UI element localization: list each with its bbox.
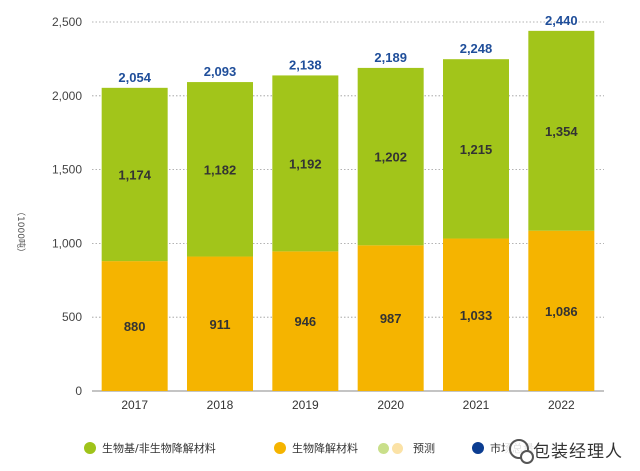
x-tick-label: 2021 — [463, 398, 490, 412]
x-tick-label: 2022 — [548, 398, 575, 412]
data-label-biobased: 1,215 — [460, 142, 493, 157]
legend-label-biodegradable: 生物降解材料 — [292, 442, 358, 455]
legend-swatch-forecast-green — [378, 442, 389, 454]
bar-biodegradable — [272, 251, 339, 391]
bar-biobased — [528, 30, 595, 231]
data-label-biobased: 1,202 — [374, 150, 407, 165]
chat-bubble-icon — [509, 439, 534, 464]
y-tick-label: 0 — [75, 384, 82, 398]
y-tick-label: 2,000 — [52, 89, 82, 103]
total-label: 2,248 — [460, 41, 493, 56]
legend-swatch-biodegradable — [274, 442, 286, 454]
total-label: 2,189 — [374, 50, 407, 65]
bars-layer — [101, 30, 595, 391]
y-tick-label: 1,500 — [52, 163, 82, 177]
legend-label-forecast: 预测 — [413, 442, 435, 455]
grid-layer — [92, 21, 604, 392]
bar-biobased — [443, 59, 509, 239]
bar-biodegradable — [528, 230, 595, 391]
total-label: 2,093 — [204, 64, 237, 79]
data-label-biodegradable: 1,033 — [460, 308, 493, 323]
data-label-biobased: 1,192 — [289, 156, 322, 171]
data-label-biodegradable: 946 — [294, 314, 316, 329]
watermark-text: 包装经理人 — [533, 441, 623, 462]
total-label: 2,054 — [118, 70, 151, 85]
watermark: 包装经理人 — [505, 436, 627, 464]
bar-biobased — [272, 75, 339, 252]
legend-label-biobased: 生物基/非生物降解材料 — [102, 442, 216, 455]
data-label-biobased: 1,174 — [118, 167, 151, 182]
legend-item-biobased: 生物基/非生物降解材料 — [84, 440, 216, 456]
legend-item-forecast: 预测 — [378, 440, 435, 456]
total-label: 2,440 — [545, 13, 578, 28]
bar-biodegradable — [101, 261, 168, 391]
legend-swatch-biobased — [84, 442, 96, 454]
x-tick-label: 2019 — [292, 398, 319, 412]
data-label-biodegradable: 880 — [124, 319, 146, 334]
bar-biodegradable — [187, 256, 253, 391]
y-tick-label: 2,500 — [52, 15, 82, 29]
legend-item-biodegradable: 生物降解材料 — [274, 440, 358, 456]
bar-biobased — [357, 67, 424, 246]
x-tick-label: 2017 — [121, 398, 148, 412]
bar-biodegradable — [357, 245, 424, 391]
x-tick-label: 2020 — [377, 398, 404, 412]
y-tick-label: 1,000 — [52, 236, 82, 250]
bar-biobased — [101, 87, 168, 262]
labels-layer: 0 500 1,000 1,500 2,000 2,500 880 1,174 2,054 201… — [52, 13, 578, 412]
y-tick-label: 500 — [62, 310, 82, 324]
x-tick-label: 2018 — [207, 398, 234, 412]
total-label: 2,138 — [289, 57, 322, 72]
data-label-biodegradable: 911 — [210, 317, 231, 332]
legend-swatch-market-total — [472, 442, 484, 454]
stacked-bar-chart: 0 500 1,000 1,500 2,000 2,500 880 1,174 2,054 201… — [15, 13, 604, 412]
data-label-biodegradable: 987 — [380, 311, 402, 326]
bar-biobased — [187, 82, 253, 257]
y-axis-label: （1000吨） — [15, 207, 27, 257]
data-label-biodegradable: 1,086 — [545, 304, 578, 319]
bar-biodegradable — [443, 238, 509, 391]
legend-swatch-forecast-yellow — [392, 442, 403, 454]
data-label-biobased: 1,182 — [204, 162, 237, 177]
data-label-biobased: 1,354 — [545, 124, 578, 139]
